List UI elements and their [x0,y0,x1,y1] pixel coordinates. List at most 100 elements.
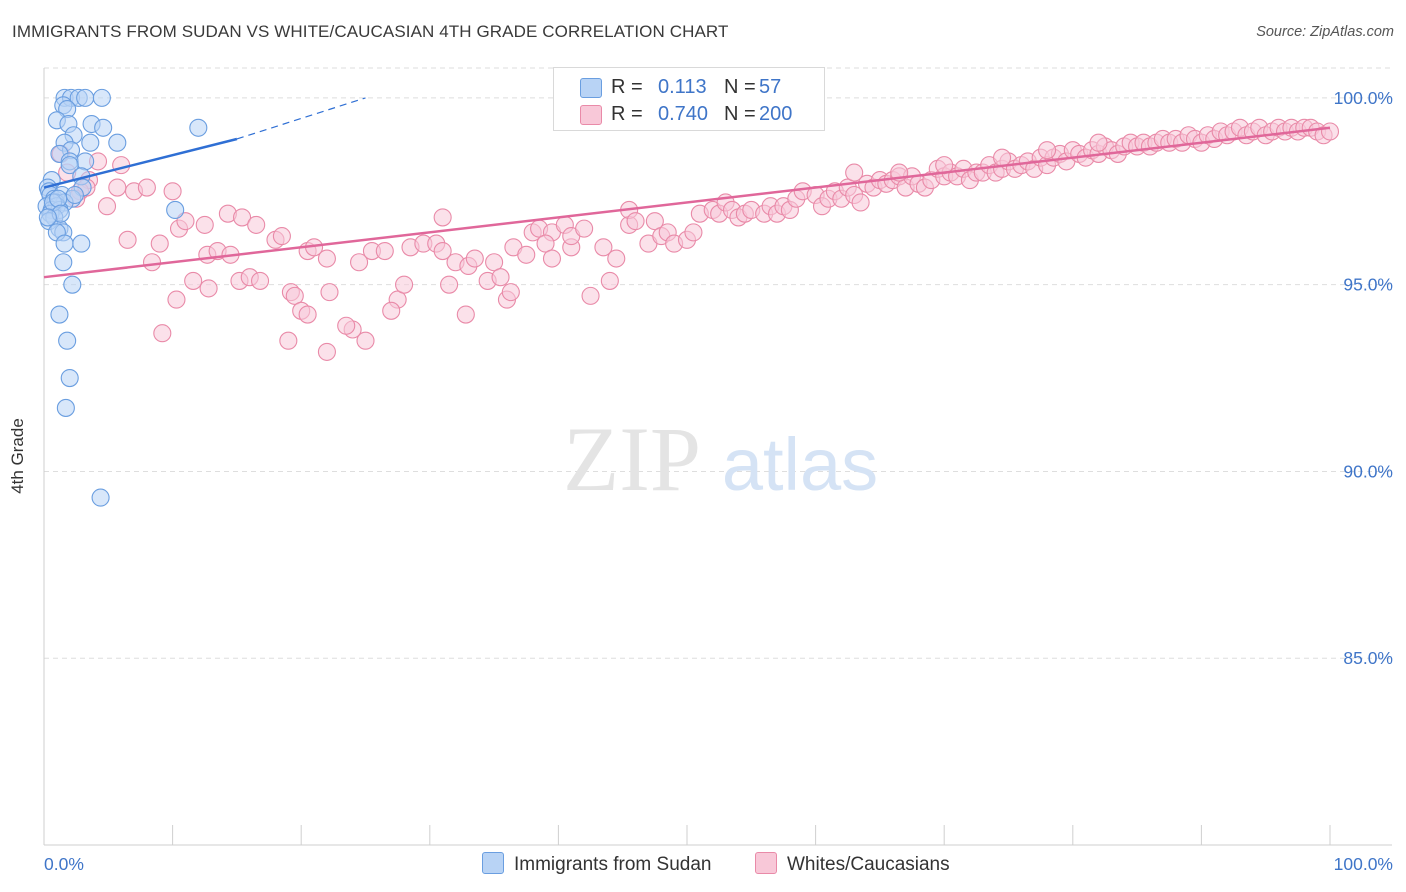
whites-point [433,208,452,227]
legend-r-value: 0.113 [658,76,707,98]
whites-point [199,279,218,298]
whites-point [176,212,195,231]
whites-point [1089,133,1108,152]
sudan-point [63,275,82,294]
sudan-point [58,331,77,350]
sudan-point [54,253,73,272]
whites-point [594,238,613,257]
y-axis-label: 4th Grade [8,418,27,494]
whites-point [356,331,375,350]
sudan-point [76,88,95,107]
whites-point [350,253,369,272]
watermark-zip: ZIP [563,408,701,510]
whites-point [184,271,203,290]
whites-point [851,193,870,212]
sudan-point [189,118,208,137]
whites-point [600,271,619,290]
watermark: ZIP atlas [563,408,878,510]
y-tick-label: 100.0% [1334,88,1393,108]
whites-point [337,316,356,335]
sudan-point [55,234,74,253]
whites-point [684,223,703,242]
whites-point [575,219,594,238]
whites-point [382,301,401,320]
legend-n-value: 57 [759,76,782,98]
whites-point [142,253,162,272]
legend-r-label: R = [611,76,643,98]
whites-point [112,156,131,175]
whites-point [501,283,520,302]
whites-point [167,290,186,309]
sudan-point [60,156,79,175]
legend-swatch-pink [580,105,602,125]
sudan-point [49,189,68,208]
x-tick-label: 0.0% [44,854,84,874]
legend-r-value: 0.740 [658,103,709,125]
whites-point [320,283,339,302]
bottom-legend-label-sudan: Immigrants from Sudan [514,854,712,875]
x-tick-label: 100.0% [1334,854,1393,874]
whites-point [317,342,336,361]
whites-point [517,245,536,264]
bottom-legend-label-whites: Whites/Caucasians [787,854,950,875]
series-whites-points [51,118,1340,361]
bottom-legend-whites: Whites/Caucasians [755,852,950,876]
y-tick-labels: 100.0% 95.0% 90.0% 85.0% [1334,88,1393,668]
legend-n-value: 200 [759,103,793,125]
whites-point [456,305,475,324]
legend-n-label: N = [724,76,756,98]
sudan-point [72,234,91,253]
sudan-point [60,369,79,388]
whites-point [232,208,252,227]
whites-point [150,234,169,253]
watermark-atlas: atlas [722,423,878,506]
whites-point [536,234,555,253]
whites-point [137,178,156,197]
whites-point [298,305,317,324]
legend-row-whites: R = 0.740 N = 200 [554,101,824,127]
whites-point [1038,141,1057,160]
whites-point [279,331,298,350]
whites-point [195,215,214,234]
whites-point [250,271,270,290]
sudan-point [38,208,57,227]
whites-point [118,230,137,249]
whites-point [97,197,117,216]
whites-point [626,212,645,231]
whites-point [491,268,510,287]
whites-point [485,253,504,272]
source-label: Source: ZipAtlas.com [1256,24,1394,40]
sudan-point [108,133,127,152]
whites-point [395,275,414,294]
sudan-point [56,398,75,417]
whites-point [542,249,562,268]
series-sudan-points [37,88,208,507]
axes [43,68,1392,846]
legend-r-label: R = [611,103,643,125]
whites-point [1320,122,1340,141]
whites-point [845,163,864,182]
whites-point [272,227,291,246]
whites-point [607,249,626,268]
sudan-point [166,200,185,220]
trend-lines [43,97,1331,279]
whites-point [645,212,664,231]
whites-point [153,324,172,343]
grid [44,67,1392,659]
whites-point [163,182,182,201]
sudan-point [76,152,95,171]
whites-point [433,241,452,261]
whites-point [247,215,266,234]
whites-trend-line [43,126,1331,279]
whites-point [581,286,600,305]
whites-point [108,178,127,197]
bottom-legend-sudan: Immigrants from Sudan [482,852,711,876]
y-tick-label: 95.0% [1343,275,1393,295]
y-tick-label: 85.0% [1343,648,1393,668]
legend-row-sudan: R = 0.113 N = 57 [554,74,824,100]
whites-point [317,249,336,268]
chart-title: IMMIGRANTS FROM SUDAN VS WHITE/CAUCASIAN… [12,22,729,41]
sudan-trend-line [43,137,238,189]
bottom-legend-swatch-blue [482,852,504,874]
